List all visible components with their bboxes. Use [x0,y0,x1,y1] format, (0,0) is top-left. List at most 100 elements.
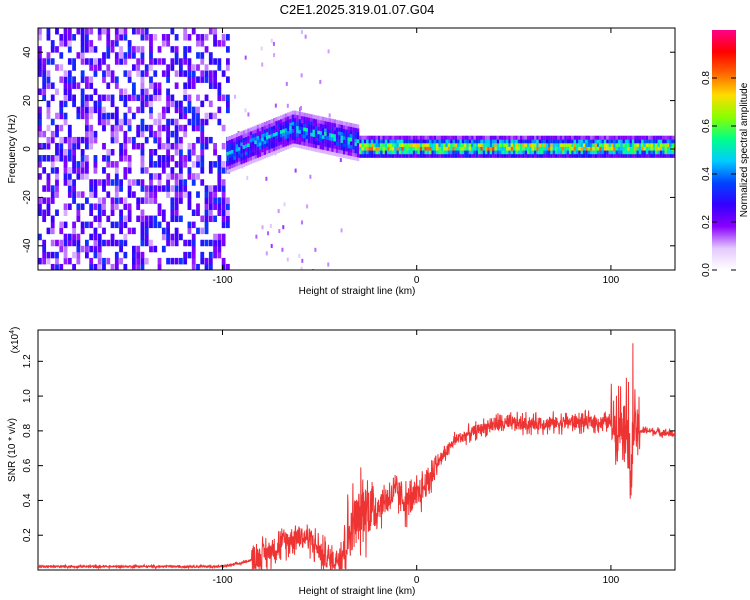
spectrogram-cell [559,153,563,158]
spectrogram-cell [123,58,128,65]
spectrogram-cell [309,174,312,179]
spectrogram-cell [97,209,102,216]
spectrogram-cell [282,147,285,152]
spectrogram-cell [657,142,660,147]
spectrogram-cell [166,100,170,108]
spectrogram-cell [123,251,128,259]
spectrogram-cell [256,157,260,162]
spectrogram-cell [475,153,479,158]
spectrogram-cell [256,142,260,147]
spectrogram-cell [506,139,509,144]
spectrogram-cell [140,58,145,65]
spectrogram-cell [270,144,274,149]
spectrogram-cell [624,153,628,158]
spectrogram-cell [265,251,268,256]
spectrogram-cell [123,136,128,144]
spectrogram-cell [166,142,170,150]
spectrogram-cell [161,112,166,120]
spectrogram-cell [592,146,595,151]
spectrogram-cell [613,153,616,158]
spectrogram-cell [522,153,525,158]
spectrogram-cell [289,136,292,141]
spectrogram-cell [370,139,374,144]
spectrogram-cell [204,239,209,247]
spectrogram-cell [277,116,281,121]
spectrogram-cell [321,127,325,132]
spectrogram-cell [265,124,269,129]
spectrogram-cell [208,197,213,204]
spectrogram-cell [93,64,98,71]
spectrogram-cell [84,82,89,89]
spectrogram-cell [645,142,649,147]
spectrogram-cell [291,139,295,144]
spectrogram-cell [157,263,162,270]
spectrogram-cell [589,150,593,155]
spectrogram-cell [629,135,632,140]
spectrogram-cell [208,263,213,270]
spectrogram-cell [492,153,495,158]
spectrogram-cell [312,129,316,134]
spectrogram-cell [97,245,102,253]
spectrogram-cell [652,150,656,155]
spectrogram-cell [659,139,663,144]
spectrogram-cell [38,161,42,168]
spectrogram-cell [149,173,153,180]
spectrogram-cell [547,146,551,151]
spectrogram-cell [196,124,200,132]
spectrogram-cell [594,153,597,158]
spectrogram-cell [557,146,560,151]
spectrogram-cell [494,142,497,147]
spectrogram-cell [157,130,162,138]
spectrogram-cell [310,143,313,148]
spectrogram-cell [213,161,217,168]
spectrogram-cell [319,148,323,153]
spectrogram-cell [363,150,367,155]
spectrogram-cell [380,142,383,147]
spectrogram-cell [131,64,136,71]
spectrogram-cell [347,129,350,134]
spectrogram-cell [429,142,432,147]
spectrogram-cell [261,122,264,127]
spectrogram-cell [204,34,209,41]
spectrogram-cell [187,58,192,65]
spectrogram-cell [540,150,544,155]
spectrogram-cell [641,146,644,151]
spectrogram-cell [671,153,674,158]
spectrogram-cell [174,197,179,204]
spectrogram-cell [67,173,72,180]
spectrogram-cell [443,153,446,158]
spectrogram-cell [217,82,222,89]
spectrogram-cell [471,135,474,140]
spectrogram-cell [200,58,205,65]
spectrogram-cell [321,134,325,139]
spectrogram-cell [84,142,89,150]
spectrogram-cell [213,245,217,253]
spectrogram-cell [585,146,588,151]
spectrogram-cell [384,139,388,144]
spectrogram-cell [587,142,591,147]
spectrogram-cell [301,258,304,263]
spectrogram-cell [170,94,175,102]
spectrogram-cell [38,70,42,77]
colorbar-tick-label: 0.2 [701,215,712,229]
spectrogram-cell [466,150,469,155]
spectrogram-cell [550,146,553,151]
spectrogram-cell [643,146,646,151]
spectrogram-cell [187,46,192,53]
spectrogram-cell [127,106,132,114]
spectrogram-cell [620,153,623,158]
spectrogram-cell [629,150,632,155]
spectrogram-cell [305,134,309,139]
spectrogram-cell [114,40,119,47]
spectrogram-cell [296,129,299,134]
spectrogram-cell [293,114,297,119]
spectrogram-cell [545,153,549,158]
spectrogram-cell [144,221,149,229]
spectrogram-cell [636,135,639,140]
spectrogram-cell [204,64,209,71]
spectrogram-cell [473,142,476,147]
spectrogram-cell [391,142,395,147]
spectrogram-cell [55,142,59,150]
spectrogram-cell [659,153,663,158]
spectrogram-cell [340,142,343,147]
